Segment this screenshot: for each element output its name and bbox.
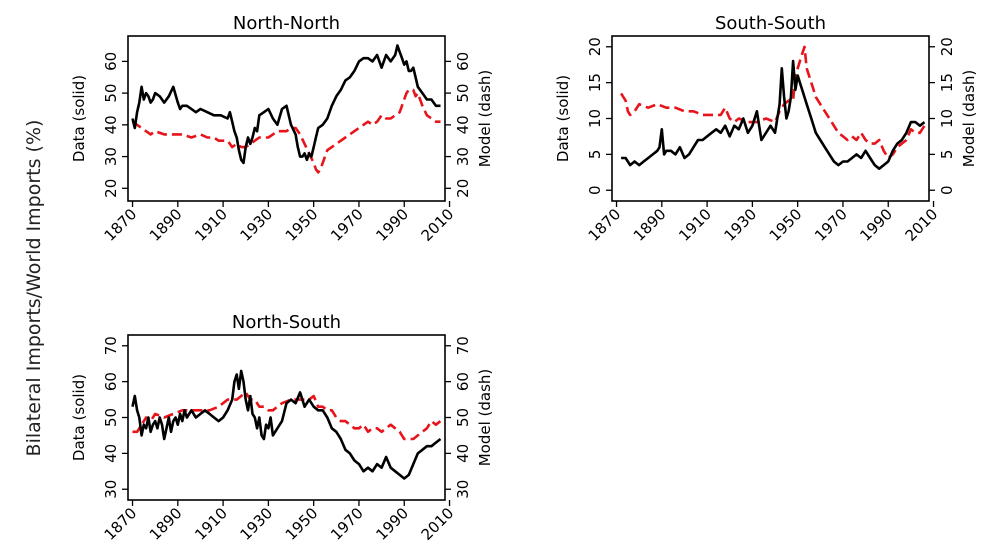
y-left-tick-label: 60 [102,52,120,71]
y-left-tick-label: 20 [102,179,120,198]
y-left-tick-label: 70 [102,336,120,355]
y-left-tick-label: 20 [586,37,604,56]
x-tick-label: 1870 [101,205,141,245]
data-series-line [131,44,441,165]
x-tick-label: 1950 [766,205,806,245]
y-right-tick-label: 5 [938,150,956,160]
x-tick-label: 1890 [630,205,670,245]
y-right-tick-label: 50 [454,408,472,427]
chart-title: South-South [715,13,826,34]
y-right-axis-label: Model (dash) [960,70,978,168]
y-right-tick-label: 40 [454,444,472,463]
model-series-line [132,391,442,441]
y-right-tick-label: 50 [454,84,472,103]
y-right-tick-label: 40 [454,115,472,134]
data-series-line [621,59,926,170]
chart-title: North-North [233,13,340,34]
x-tick-label: 1910 [675,205,715,245]
y-left-tick-label: 10 [586,109,604,128]
x-tick-label: 1990 [856,205,896,245]
x-tick-label: 1930 [236,205,276,245]
x-tick-label: 2010 [418,504,458,544]
y-left-tick-label: 15 [586,73,604,92]
x-tick-label: 1890 [146,504,186,544]
y-right-tick-label: 70 [454,336,472,355]
y-left-tick-label: 30 [102,147,120,166]
data-series-line [131,369,442,480]
y-right-tick-label: 10 [938,109,956,128]
y-left-tick-label: 40 [102,444,120,463]
y-left-axis-label: Data (solid) [70,374,88,461]
x-tick-label: 1910 [191,205,231,245]
y-right-tick-label: 60 [454,52,472,71]
y-left-tick-label: 0 [586,185,604,195]
y-right-axis-label: Model (dash) [476,369,494,467]
y-right-tick-label: 20 [454,179,472,198]
y-right-tick-label: 0 [938,185,956,195]
x-tick-label: 2010 [418,205,458,245]
y-left-axis-label: Data (solid) [70,75,88,162]
figure-y-title: Bilateral Imports/World Imports (%) [23,120,45,457]
y-right-tick-label: 15 [938,73,956,92]
y-left-tick-label: 5 [586,150,604,160]
x-tick-label: 1930 [236,504,276,544]
panel-north-south: North-South 1870 1890 1910 1930 1950 1970 1990 2… [70,312,494,544]
x-tick-label: 1930 [720,205,760,245]
x-tick-label: 1950 [282,205,322,245]
y-right-tick-label: 60 [454,372,472,391]
x-tick-label: 1890 [146,205,186,245]
y-right-tick-label: 20 [938,37,956,56]
x-tick-label: 1990 [372,504,412,544]
chart-title: North-South [232,312,341,333]
x-tick-label: 1870 [585,205,625,245]
plot-frame [127,35,446,202]
x-tick-label: 1970 [327,504,367,544]
x-tick-label: 1990 [372,205,412,245]
x-tick-label: 2010 [902,205,942,245]
x-tick-label: 1910 [191,504,231,544]
x-tick-label: 1970 [811,205,851,245]
y-left-axis-label: Data (solid) [554,75,572,162]
y-left-tick-label: 50 [102,408,120,427]
plot-frame [611,35,930,202]
y-left-tick-label: 60 [102,372,120,391]
y-right-axis-label: Model (dash) [476,70,494,168]
y-right-tick-label: 30 [454,147,472,166]
x-tick-label: 1870 [101,504,141,544]
x-tick-label: 1970 [327,205,367,245]
y-left-tick-label: 30 [102,480,120,499]
y-left-tick-label: 50 [102,84,120,103]
model-series-line [619,45,926,160]
x-tick-label: 1950 [282,504,322,544]
y-left-tick-label: 40 [102,115,120,134]
y-right-tick-label: 30 [454,480,472,499]
